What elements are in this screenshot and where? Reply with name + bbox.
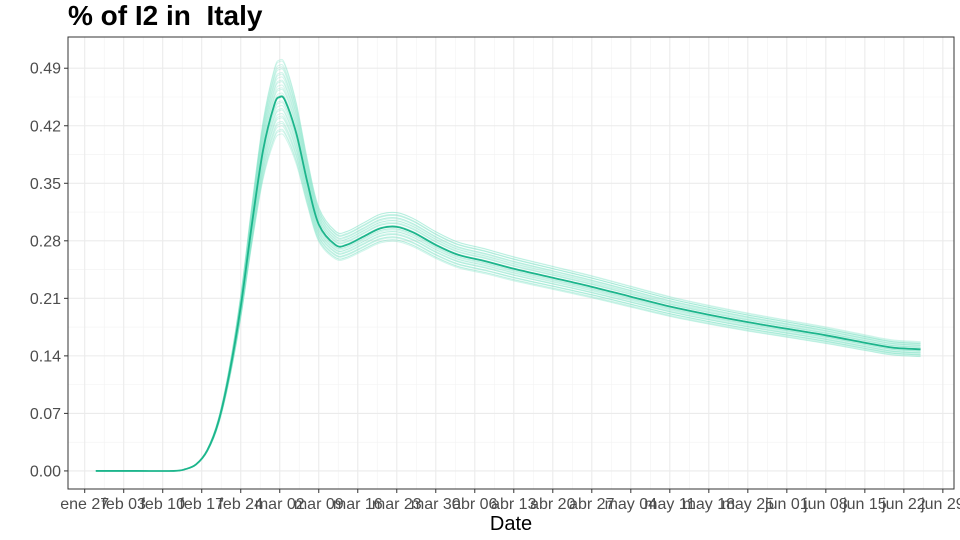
x-tick-label: feb 03 [101, 496, 146, 513]
x-tick-label: mar 09 [294, 496, 344, 513]
x-tick-label: feb 17 [179, 496, 224, 513]
x-tick-label: may 11 [644, 496, 695, 513]
y-tick-label: 0.28 [30, 233, 61, 250]
x-tick-label: mar 30 [411, 496, 461, 513]
chart-title: % of I2 in Italy [68, 0, 263, 31]
y-tick-label: 0.35 [30, 176, 61, 193]
ensemble-lines [95, 58, 921, 472]
x-tick-label: jun 01 [764, 496, 809, 513]
x-tick-label: abr 20 [530, 496, 575, 513]
x-tick-label: abr 13 [491, 496, 536, 513]
x-tick-label: abr 06 [452, 496, 497, 513]
x-tick-label: may 04 [605, 496, 658, 513]
major-grid [68, 37, 954, 489]
x-axis-title: Date [490, 513, 532, 535]
x-tick-label: feb 10 [140, 496, 185, 513]
x-tick-label: may 18 [683, 496, 736, 513]
x-tick-label: mar 16 [333, 496, 383, 513]
y-tick-label: 0.00 [30, 463, 61, 480]
x-tick-label: abr 27 [569, 496, 614, 513]
x-tick-label: jun 08 [803, 496, 848, 513]
x-tick-label: feb 24 [218, 496, 263, 513]
x-tick-label: mar 02 [255, 496, 305, 513]
mean-line [95, 95, 921, 472]
y-tick-label: 0.07 [30, 406, 61, 423]
y-axis: 0.00 0.07 0.14 0.21 0.28 0.35 0.42 0.49 [30, 61, 68, 480]
panel-border [67, 36, 955, 490]
y-tick-label: 0.14 [30, 348, 61, 365]
x-tick-label: jun 22 [881, 496, 926, 513]
x-tick-label: ene 27 [60, 496, 109, 513]
x-tick-label: may 25 [722, 496, 775, 513]
x-tick-label: jun 15 [842, 496, 887, 513]
y-tick-label: 0.21 [30, 291, 61, 308]
ensemble-line [95, 73, 921, 472]
y-tick-label: 0.42 [30, 118, 61, 135]
y-tick-label: 0.49 [30, 61, 61, 78]
x-tick-label: mar 23 [372, 496, 422, 513]
ensemble-line [95, 60, 921, 472]
mean-series [95, 95, 921, 472]
x-tick-label: jun 29 [920, 496, 960, 513]
